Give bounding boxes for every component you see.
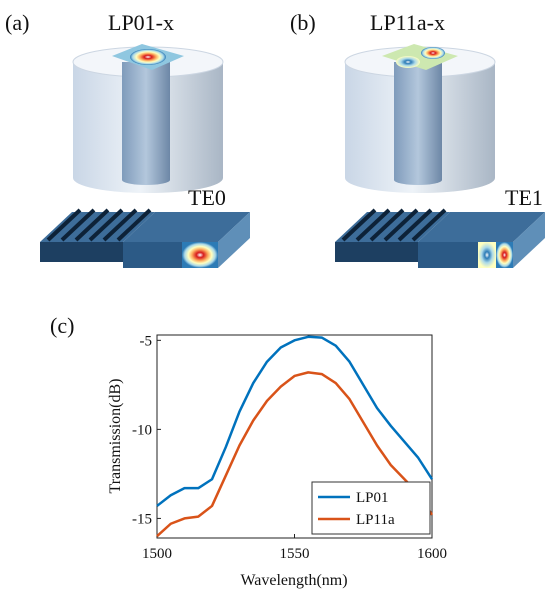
mode-field [421, 47, 445, 59]
figure: (a) LP01-x TE0 (b) LP11a-x TE1 [0, 0, 553, 596]
panel-label: (b) [290, 10, 316, 35]
legend-label: LP11a [356, 512, 395, 528]
waveguide-side [40, 242, 123, 262]
panel-label: (a) [5, 10, 29, 35]
fiber-core [394, 62, 442, 185]
series-line [157, 337, 432, 506]
panel-a: (a) LP01-x TE0 [5, 10, 250, 268]
x-tick-label: 1500 [142, 546, 172, 562]
mode-field [130, 49, 166, 65]
x-tick-label: 1550 [280, 546, 310, 562]
x-tick-label: 1600 [417, 546, 447, 562]
y-axis-label: Transmission(dB) [107, 379, 124, 494]
mode-field [496, 242, 513, 268]
panel-label: (c) [50, 313, 74, 338]
fiber-core [122, 62, 170, 185]
legend-label: LP01 [356, 490, 389, 506]
y-tick-label: -15 [132, 511, 152, 527]
mode-field [182, 242, 218, 268]
mode-label: LP01-x [108, 10, 174, 35]
mode-label: TE0 [188, 185, 226, 210]
mode-label: LP11a-x [370, 10, 445, 35]
chart: (c) Wavelength(nm) Transmission(dB) 1500… [50, 313, 447, 589]
mode-field [478, 242, 496, 268]
waveguide-side [335, 242, 418, 262]
mode-label: TE1 [505, 185, 543, 210]
y-tick-label: -10 [132, 422, 152, 438]
panel-b: (b) LP11a-x TE1 [290, 10, 545, 268]
y-tick-label: -5 [140, 333, 153, 349]
x-axis-label: Wavelength(nm) [240, 572, 347, 589]
mode-field [396, 56, 420, 68]
